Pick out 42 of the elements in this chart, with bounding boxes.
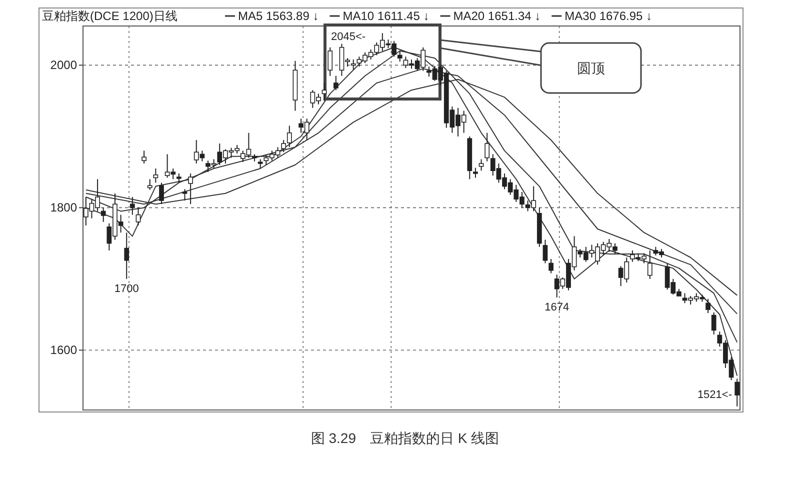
candlestick	[478, 158, 484, 172]
candlestick	[147, 178, 152, 190]
candlestick	[124, 232, 130, 280]
annotation: 2045<-	[331, 31, 366, 43]
candlestick	[136, 207, 141, 226]
candlestick	[333, 75, 338, 91]
candlestick	[142, 150, 146, 164]
candlestick	[706, 298, 710, 314]
candlestick	[711, 312, 716, 335]
annotation: 1521<-	[697, 389, 732, 401]
candlestick	[159, 182, 164, 205]
candlestick	[130, 196, 135, 216]
candlestick	[397, 50, 402, 62]
candlestick	[100, 207, 106, 222]
y-tick-label: 1800	[50, 200, 78, 215]
annotation: 1700	[114, 282, 139, 295]
y-tick-label: 1600	[50, 343, 78, 358]
candlestick	[548, 258, 554, 274]
y-tick-label: 2000	[50, 58, 78, 72]
legend-label: MA10 1611.45 ↓	[342, 9, 430, 23]
legend-label: MA5 1563.89 ↓	[238, 9, 319, 23]
candlestick	[258, 158, 263, 169]
candlestick	[286, 125, 292, 148]
candlestick	[484, 132, 490, 162]
candlestick	[473, 167, 478, 178]
candlestick	[281, 139, 286, 153]
legend-label: MA20 1651.34 ↓	[453, 9, 541, 23]
candlestick	[176, 172, 182, 184]
candlestick	[328, 46, 333, 76]
chart-title: 豆粕指数(DCE 1200)日线	[42, 9, 178, 23]
candlestick	[153, 168, 158, 184]
candlestick	[542, 239, 548, 264]
candlestick	[322, 82, 327, 102]
annotation: 1674	[544, 301, 570, 314]
candlestick	[182, 188, 188, 202]
caption: 图 3.29 豆粕指数的日 K 线图	[310, 430, 500, 446]
candlestick	[188, 172, 193, 205]
candlestick	[647, 250, 652, 280]
annotation: 圆顶	[577, 60, 605, 76]
candlestick	[734, 378, 740, 407]
legend-label: MA30 1676.95 ↓	[564, 9, 652, 23]
candlestick	[350, 58, 356, 70]
